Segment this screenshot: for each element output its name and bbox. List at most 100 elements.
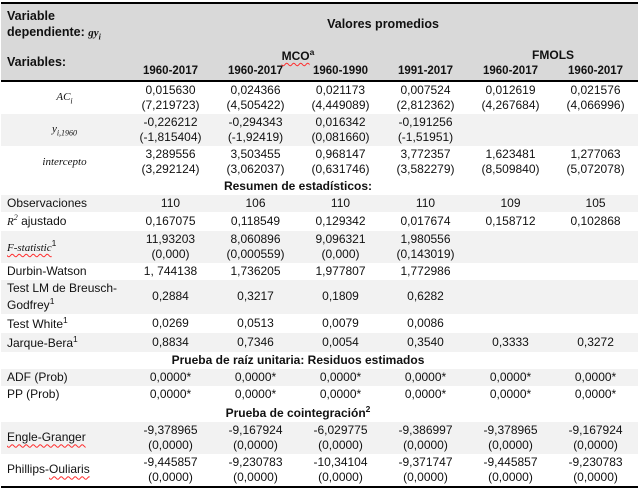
value-cell: 3,289556 (3,292124) [128, 146, 213, 178]
fmols-group-header: FMOLS [532, 48, 575, 63]
statistic-in-parentheses: (4,449089) [311, 98, 370, 113]
value-cell: 9,096321 (0,000) [298, 231, 383, 263]
value-cell: -10,34104 (0,0000) [298, 454, 383, 487]
label-text: intercepto [42, 156, 87, 169]
value-cell: -9,445857 (0,0000) [128, 454, 213, 487]
value-cell: 0,0000* [404, 369, 447, 384]
value-cell: 0,0269 [152, 315, 189, 330]
value-cell: 0,0000* [234, 386, 277, 401]
value-cell: 0,0000* [489, 369, 532, 384]
table-row: Test White1 0,0269 0,0513 0,0079 0,0086 [1, 314, 638, 333]
table-row: yi,1960 -0,226212 (-1,815404) -0,294343 (-1,… [1, 114, 639, 147]
value-cell: 11,93203 (0,000) [128, 231, 213, 263]
row-label: Engle-Granger [1, 422, 128, 454]
statistic-in-parentheses: (0,000) [321, 246, 360, 261]
label-text: Test White [7, 316, 64, 331]
statistic-in-parentheses: (3,292124) [141, 162, 200, 177]
value-cell: -0,191256 (-1,51951) [383, 114, 468, 146]
statistic-in-parentheses: (7,219723) [141, 98, 200, 113]
value-cell: 1,977807 [315, 263, 366, 278]
value-cell: 1,980556 (0,143019) [383, 231, 468, 263]
value-cell: 0,129342 [315, 214, 366, 229]
value-cell: 0,0000* [574, 369, 617, 384]
year-column-header: 1991-2017 [398, 65, 453, 78]
statistic-in-parentheses: (0,0000) [488, 437, 533, 452]
value-cell [553, 280, 638, 314]
section-row: Prueba de raíz unitaria: Residuos estima… [1, 352, 638, 369]
page: Variable dependiente: gyi Valores promed… [1, 2, 639, 488]
value-cell: -9,230783 (0,0000) [213, 454, 298, 487]
statistic-in-parentheses: (3,062037) [226, 162, 285, 177]
year-column-header: 1960-2017 [143, 65, 198, 78]
label-text: Prueba de cointegración [225, 405, 366, 420]
table-body: ACi 0,015630 (7,219723) 0,024366 (4,505422) 0… [1, 81, 639, 487]
coefficient-value: 1,623481 [485, 147, 536, 162]
value-cell: 0,3217 [237, 289, 274, 304]
label-text: Observaciones [7, 196, 88, 211]
value-cell: -6,029775 (0,0000) [298, 422, 383, 454]
dependent-variable-label: Variable dependiente: gyi [1, 3, 128, 44]
coefficient-value: 0,015630 [145, 83, 196, 98]
table-row: Jarque-Bera1 0,8834 0,7346 0,0054 0,3540 0,33… [1, 332, 639, 352]
value-cell: 1,736205 [230, 263, 281, 278]
value-cell: -9,167924 (0,0000) [553, 422, 638, 454]
statistic-in-parentheses: (0,000559) [226, 246, 285, 261]
label-text: Engle-Granger [7, 430, 86, 445]
year-column-header: 1960-1990 [313, 65, 368, 78]
statistic-in-parentheses: (-1,51951) [397, 130, 454, 145]
label-text: i,1960 [56, 128, 78, 138]
table-row: Durbin-Watson 1, 744138 1,736205 1,977807 1,… [1, 263, 638, 280]
value-cell: 0,1809 [322, 289, 359, 304]
value-cell: 0,0000* [149, 386, 192, 401]
value-cell: 0,017674 [400, 214, 451, 229]
statistic-in-parentheses: (0,0000) [318, 469, 363, 484]
table-row: Engle-Granger -9,378965 (0,0000) -9,167924(… [1, 421, 639, 454]
table-row: intercepto 3,289556 (3,292124) 3,503455 (3,0… [1, 146, 638, 178]
coefficient-value: 1,277063 [570, 147, 621, 162]
label-text: Test LM de Breusch-Godfrey [7, 280, 118, 312]
value-cell: 0,3540 [407, 334, 444, 349]
regression-results-table: Variable dependiente: gyi Valores promed… [1, 2, 639, 488]
label-text: Prueba de raíz unitaria: Residuos estima… [171, 352, 425, 367]
value-cell: 1,623481 (8,509840) [468, 146, 553, 178]
coefficient-value: -9,230783 [228, 454, 283, 469]
row-label: R2 ajustado [1, 212, 128, 231]
value-cell: 1,277063 (5,072078) [553, 146, 638, 178]
label-text: 2 [13, 213, 18, 223]
value-cell: 0,968147 (0,631746) [298, 146, 383, 178]
table-row: ACi 0,015630 (7,219723) 0,024366 (4,505422) 0… [1, 81, 638, 114]
coefficient-value: 3,289556 [145, 147, 196, 162]
value-cell [553, 263, 638, 280]
section-header: Prueba de cointegración2 [128, 403, 468, 422]
row-label: Jarque-Bera1 [1, 333, 128, 352]
coefficient-value: 0,021173 [315, 83, 366, 98]
table-row: PP (Prob) 0,0000* 0,0000* 0,0000* 0,0000* 0,0… [1, 386, 638, 403]
label-text: Phillips- [7, 462, 50, 477]
empty-cell [1, 403, 128, 422]
value-cell: 0,7346 [237, 334, 274, 349]
statistic-in-parentheses: (0,0000) [318, 437, 363, 452]
value-cell: 0,021173 (4,449089) [298, 81, 383, 114]
dependent-variable-prefix: Variable dependiente: [7, 9, 89, 40]
label-text: Ouliaris [49, 462, 90, 477]
value-cell: 0,118549 [230, 214, 281, 229]
statistic-in-parentheses: (5,072078) [566, 162, 625, 177]
statistic-in-parentheses: (0,0000) [233, 469, 278, 484]
value-cell: 110 [330, 196, 351, 211]
coefficient-value: -10,34104 [313, 454, 368, 469]
row-label: ACi [1, 81, 128, 114]
coefficient-value: -9,445857 [143, 454, 198, 469]
value-cell: 106 [245, 196, 266, 211]
value-cell: 0,0000* [574, 386, 617, 401]
empty-cell [468, 178, 638, 195]
value-cell: -9,167924 (0,0000) [213, 422, 298, 454]
header-row-title: Variable dependiente: gyi Valores promed… [1, 3, 638, 44]
coefficient-value: 3,503455 [230, 147, 281, 162]
variables-label: Variables: [7, 55, 67, 70]
row-label: intercepto [1, 146, 128, 178]
year-column-header: 1960-2017 [228, 65, 283, 78]
coefficient-value: 11,93203 [145, 231, 196, 246]
value-cell [468, 280, 553, 314]
valores-promedios-header: Valores promedios [327, 17, 439, 32]
coefficient-value: -0,294343 [228, 115, 283, 130]
